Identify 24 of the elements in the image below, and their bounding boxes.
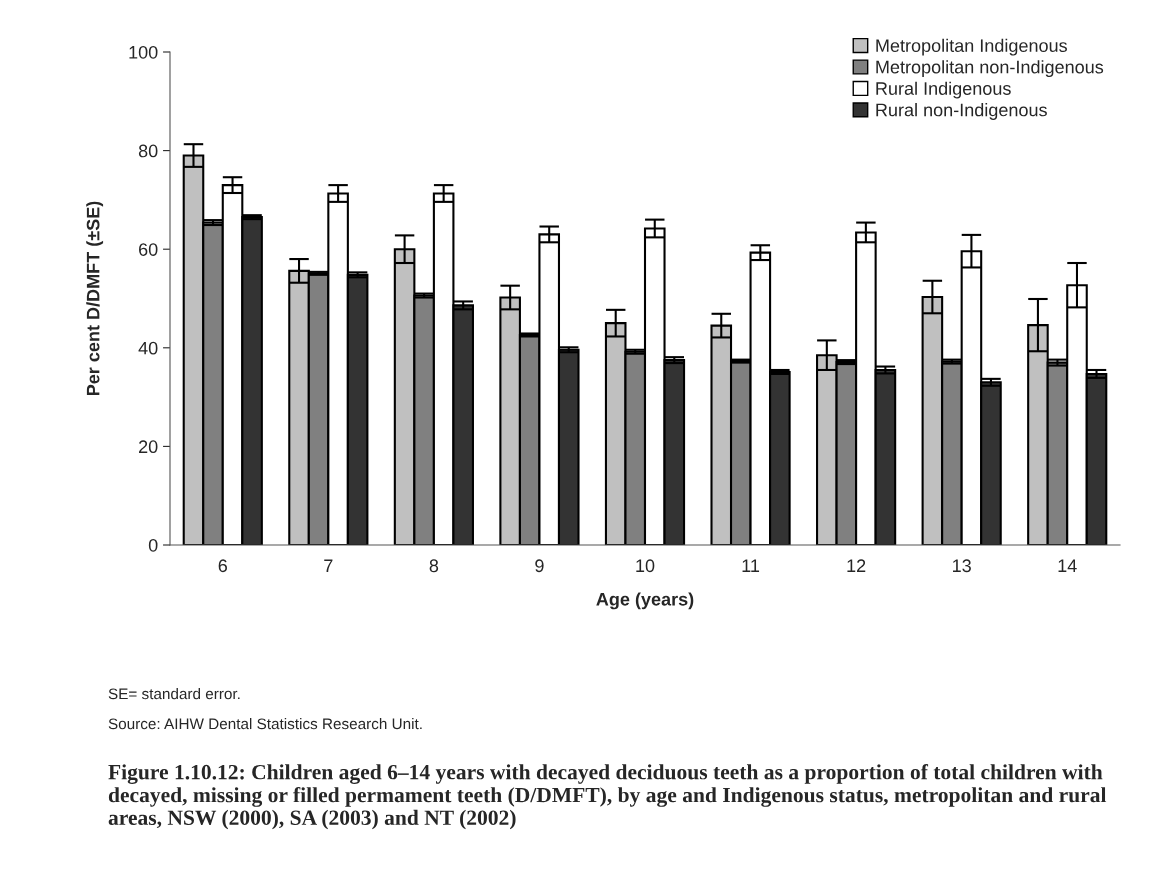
x-tick-label: 11 <box>742 559 760 572</box>
x-tick-label: 7 <box>324 559 333 572</box>
source-note: Source: AIHW Dental Statistics Research Unit. <box>108 718 422 730</box>
x-tick-label: 6 <box>218 559 228 573</box>
x-tick-label: 10 <box>636 559 655 573</box>
legend-label: Metropolitan Indigenous <box>876 38 1067 56</box>
x-tick-label: 12 <box>847 559 866 572</box>
legend-label: Metropolitan non-Indigenous <box>876 60 1104 78</box>
x-tick-label: 14 <box>1058 559 1077 572</box>
x-axis-title: Age (years) <box>596 592 694 610</box>
caption: Figure 1.10.12: Children aged 6–14 years with decayed deciduous teeth as a proportion of total children with decayed, missing or filled permament teeth (D/DMFT), by age and Indigenous status, metropolitan and rural areas, NSW (2000), SA (2003) and NT (2002) <box>108 764 1107 830</box>
y-tick-label: 60 <box>139 243 158 256</box>
y-tick-label: 0 <box>148 538 158 552</box>
y-tick-label: 40 <box>138 341 158 355</box>
x-tick-label: 8 <box>429 559 439 573</box>
y-tick-label: 100 <box>129 45 158 59</box>
y-tick-label: 20 <box>139 440 158 454</box>
legend-label: Rural non-Indigenous <box>876 103 1047 120</box>
y-tick-label: 80 <box>138 144 158 158</box>
legend-label: Rural Indigenous <box>876 81 1011 99</box>
y-axis-title: Per cent D/DMFT (±SE) <box>86 201 104 396</box>
text: SE= standard error. <box>108 688 240 700</box>
x-tick-label: 9 <box>535 559 544 573</box>
x-tick-label: 13 <box>953 559 971 573</box>
